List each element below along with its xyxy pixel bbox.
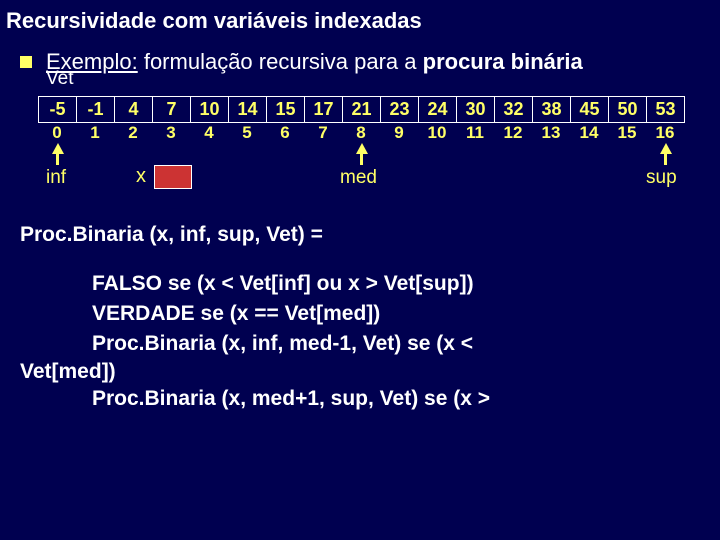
array-cell: 15 (267, 96, 305, 122)
array-index: 10 (418, 123, 456, 143)
array-cell: 7 (153, 96, 191, 122)
case-line: Proc.Binaria (x, inf, med-1, Vet) se (x … (92, 329, 700, 359)
array-cell: -1 (77, 96, 115, 122)
proc-signature: Proc.Binaria (x, inf, sup, Vet) = (20, 223, 700, 247)
slide-content: Exemplo: formulação recursiva para a pro… (0, 48, 720, 414)
case-line: VERDADE se (x == Vet[med]) (92, 299, 700, 329)
array-cell: 50 (609, 96, 647, 122)
array-index: 2 (114, 123, 152, 143)
array-cell: 38 (533, 96, 571, 122)
array-cell: 10 (191, 96, 229, 122)
array-table: -5-14710141517212324303238455053 (38, 96, 685, 123)
inf-arrow-stem (56, 153, 59, 165)
array-cell: 17 (305, 96, 343, 122)
array-cell: 32 (495, 96, 533, 122)
sup-label: sup (646, 167, 677, 189)
proc-cases: FALSO se (x < Vet[inf] ou x > Vet[sup]) … (92, 269, 700, 360)
array-cell: 30 (457, 96, 495, 122)
example-bold: procura binária (423, 49, 583, 74)
array-cell: 14 (229, 96, 267, 122)
med-arrow-stem (360, 153, 363, 165)
array-index: 3 (152, 123, 190, 143)
vetmed-tail: Vet[med]) (20, 360, 700, 384)
array-index: 14 (570, 123, 608, 143)
x-box-wrap: x (136, 165, 192, 189)
case-line: Proc.Binaria (x, med+1, sup, Vet) se (x … (92, 384, 700, 414)
array-index: 7 (304, 123, 342, 143)
array-index: 0 (38, 123, 76, 143)
array-cell: 45 (571, 96, 609, 122)
array-values-row: -5-14710141517212324303238455053 (39, 96, 685, 122)
array-index: 1 (76, 123, 114, 143)
array-cell: 21 (343, 96, 381, 122)
array-cell: 23 (381, 96, 419, 122)
array-cell: 53 (647, 96, 685, 122)
example-mid: formulação recursiva para a (138, 49, 423, 74)
array-cell: -5 (39, 96, 77, 122)
x-value-box (154, 165, 192, 189)
bullet-icon (20, 56, 32, 68)
array-index: 4 (190, 123, 228, 143)
example-text: Exemplo: formulação recursiva para a pro… (46, 48, 583, 76)
sup-arrow-stem (664, 153, 667, 165)
case-line: FALSO se (x < Vet[inf] ou x > Vet[sup]) (92, 269, 700, 299)
pointers-row: inf x med sup (38, 143, 700, 195)
array-index: 13 (532, 123, 570, 143)
proc-cases-2: Proc.Binaria (x, med+1, sup, Vet) se (x … (92, 384, 700, 414)
array-index: 5 (228, 123, 266, 143)
inf-label: inf (46, 167, 66, 189)
array-index: 12 (494, 123, 532, 143)
array-index-row: 012345678910111213141516 (38, 123, 700, 143)
array-index: 9 (380, 123, 418, 143)
array-index: 8 (342, 123, 380, 143)
array-cell: 4 (115, 96, 153, 122)
array-index: 16 (646, 123, 684, 143)
array-index: 15 (608, 123, 646, 143)
slide-title: Recursividade com variáveis indexadas (0, 0, 720, 48)
array-cell: 24 (419, 96, 457, 122)
array-index: 11 (456, 123, 494, 143)
x-label: x (136, 165, 146, 188)
array-diagram: -5-14710141517212324303238455053 0123456… (38, 96, 700, 195)
array-index: 6 (266, 123, 304, 143)
med-label: med (340, 167, 377, 189)
